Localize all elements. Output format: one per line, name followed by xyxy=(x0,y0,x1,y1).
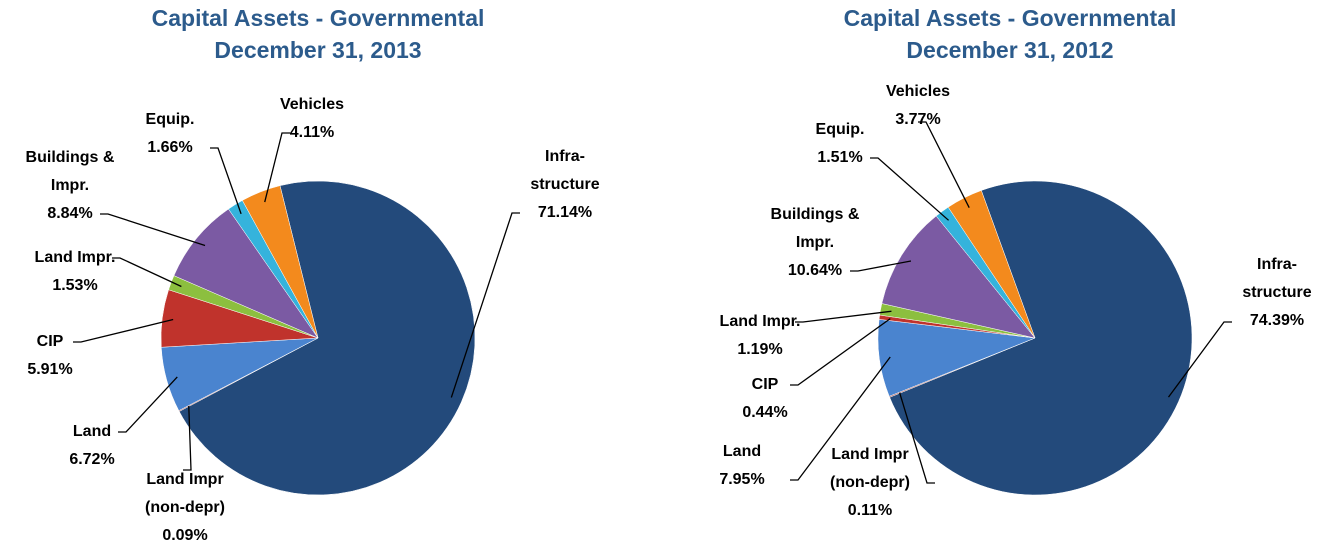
slice-label: Land Impr. xyxy=(35,249,116,266)
slice-label: Land xyxy=(73,423,111,440)
leader-line xyxy=(210,147,242,215)
leader-line xyxy=(870,157,950,221)
leader-line xyxy=(264,132,290,203)
leader-line xyxy=(790,356,891,481)
value-label: 1.66% xyxy=(147,139,192,156)
value-label: 74.39% xyxy=(1250,312,1304,329)
slice-label: Vehicles xyxy=(886,83,950,100)
slice-label: Buildings & Impr. xyxy=(771,206,860,251)
leader-line xyxy=(795,310,892,323)
value-label: 1.19% xyxy=(737,341,782,358)
slice-label: Land xyxy=(723,443,761,460)
value-label: 0.09% xyxy=(162,527,207,544)
value-label: 0.44% xyxy=(742,404,787,421)
chart-title: Capital Assets - Governmental xyxy=(844,5,1177,31)
chart-subtitle: December 31, 2013 xyxy=(214,37,421,63)
slice-label: Infra-structure xyxy=(530,148,599,193)
pie-slice xyxy=(242,185,319,339)
pie-slice xyxy=(173,208,319,339)
pie-slice xyxy=(178,180,476,496)
chart-subtitle: December 31, 2012 xyxy=(906,37,1113,63)
pie-chart xyxy=(160,180,476,496)
leader-line xyxy=(790,318,891,386)
leader-line xyxy=(112,257,182,288)
slice-label: Land Impr (non-depr) xyxy=(830,446,910,491)
value-label: 3.77% xyxy=(895,111,940,128)
slice-label: CIP xyxy=(752,376,779,393)
slice-label: Equip. xyxy=(816,121,865,138)
value-label: 6.72% xyxy=(69,451,114,468)
value-label: 7.95% xyxy=(719,471,764,488)
leader-line xyxy=(73,318,174,343)
pie-slice xyxy=(881,215,1036,339)
value-label: 0.11% xyxy=(848,502,892,519)
slice-label: Infra-structure xyxy=(1242,256,1311,301)
value-label: 1.51% xyxy=(817,149,862,166)
leader-line xyxy=(850,260,912,272)
slice-label: Vehicles xyxy=(280,96,344,113)
pie-chart xyxy=(877,180,1193,496)
value-label: 5.91% xyxy=(27,361,72,378)
value-label: 8.84% xyxy=(47,205,92,222)
leader-line xyxy=(1167,321,1232,398)
chart-title: Capital Assets - Governmental xyxy=(152,5,485,31)
leader-line xyxy=(898,392,935,484)
slice-label: Equip. xyxy=(146,111,195,128)
slice-label: Buildings & Impr. xyxy=(26,149,115,194)
leader-line xyxy=(450,212,520,398)
value-label: 4.11% xyxy=(290,124,334,141)
slice-label: Land Impr. xyxy=(720,313,801,330)
value-label: 71.14% xyxy=(538,204,592,221)
slice-label: CIP xyxy=(37,333,64,350)
leader-line xyxy=(118,376,178,433)
slice-label: Land Impr (non-depr) xyxy=(145,471,225,516)
pie-slice xyxy=(889,180,1193,496)
value-label: 1.53% xyxy=(52,277,97,294)
leader-line xyxy=(183,405,192,471)
leader-line xyxy=(918,121,970,208)
leader-line xyxy=(100,213,206,247)
value-label: 10.64% xyxy=(788,262,842,279)
